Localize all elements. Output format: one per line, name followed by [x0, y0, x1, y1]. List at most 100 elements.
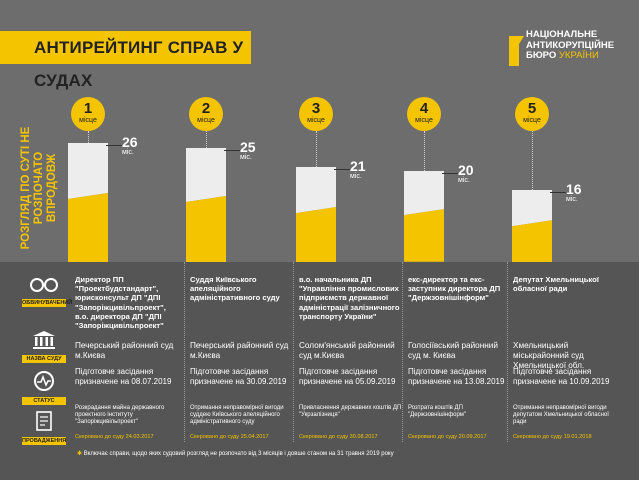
case-description: Отримання неправомірної вигоди депутатом…: [513, 405, 609, 425]
value-number: 26: [122, 134, 138, 150]
sent-to-court-date: Скеровано до суду 20.09.2017: [408, 434, 487, 440]
value-unit: міс.: [350, 172, 362, 180]
defendant-position: в.о. начальника ДП "Управління промислов…: [299, 275, 400, 321]
court-name: Солом'янський районний суд м.Києва: [299, 341, 395, 360]
footnote-star-icon: ✱: [77, 451, 83, 457]
connector-line: [532, 131, 533, 190]
place-badge-2: 2 місце: [189, 97, 223, 131]
place-label: місце: [415, 117, 433, 124]
logo-text: НАЦІОНАЛЬНЕ АНТИКОРУПЦІЙНЕ БЮРО УКРАЇНИ: [526, 29, 615, 62]
bar-elapsed-part: [68, 143, 108, 199]
legend-status: СТАТУС: [22, 370, 66, 405]
bar-case-5: [512, 190, 552, 262]
value-label-5: 16 міс.: [566, 182, 582, 204]
case-description: Розтрата коштів ДП "Держзовнішінформ": [408, 405, 467, 418]
logo-line-3: БЮРО УКРАЇНИ: [526, 50, 614, 62]
legend-court-label: НАЗВА СУДУ: [22, 355, 66, 363]
connector-line: [206, 131, 207, 148]
footnote: ✱ Включає справи, щодо яких судовий розг…: [77, 450, 394, 457]
bar-elapsed-part: [186, 147, 226, 202]
document-icon: [36, 411, 52, 431]
legend-person: ОБВИНУВАЧЕНИЙ: [22, 276, 72, 307]
logo-line-3a: БЮРО: [526, 50, 559, 61]
column-separator: [402, 262, 403, 442]
bar-base-part: [296, 206, 336, 262]
case-status: Підготовче засідання призначене на 10.09…: [513, 367, 610, 386]
bar-elapsed-part: [404, 171, 444, 216]
case-description: Отримання неправомірної вигоди суддею Ки…: [190, 405, 284, 425]
logo-line-2: АНТИКОРУПЦІЙНЕ: [526, 39, 615, 51]
bar-case-2: [186, 147, 226, 262]
place-badge-1: 1 місце: [71, 97, 105, 131]
connector-line: [316, 131, 317, 167]
case-column-5: Депутат Хмельницької обласної ради Хмельн…: [513, 275, 613, 443]
case-status: Підготовче засідання призначене на 30.09…: [190, 367, 287, 386]
value-pointer: [224, 149, 240, 151]
case-status: Підготовче засідання призначене на 08.07…: [75, 367, 172, 386]
court-name: Хмельницький міськрайонний суд Хмельниць…: [513, 341, 585, 370]
logo-line-3b: УКРАЇНИ: [558, 50, 599, 61]
place-label: місце: [197, 117, 215, 124]
place-badge-5: 5 місце: [515, 97, 549, 131]
place-number: 3: [311, 100, 321, 117]
vertical-axis-label: РОЗГЛЯД ПО СУТІ НЕ РОЗПОЧАТО ВПРОДОВЖ: [20, 126, 58, 250]
title-bar: АНТИРЕЙТИНГ СПРАВ У СУДАХ: [0, 31, 251, 90]
place-label: місце: [523, 117, 541, 124]
case-column-3: в.о. начальника ДП "Управління промислов…: [299, 275, 401, 443]
nabu-logo-icon: [509, 36, 524, 66]
bar-base-part: [68, 192, 108, 262]
column-separator: [507, 262, 508, 442]
sent-to-court-date: Скеровано до суду 25.04.2017: [190, 434, 269, 440]
bar-case-1: [68, 143, 108, 262]
place-number: 4: [419, 100, 429, 117]
page-title: АНТИРЕЙТИНГ СПРАВ У СУДАХ: [34, 38, 244, 90]
case-status: Підготовче засідання призначене на 05.09…: [299, 367, 396, 386]
value-number: 16: [566, 181, 582, 197]
case-status: Підготовче засідання призначене на 13.08…: [408, 367, 505, 386]
value-label-1: 26 міс.: [122, 135, 138, 157]
pulse-icon: [34, 371, 54, 391]
sent-to-court-date: Скеровано до суду 19.01.2018: [513, 434, 592, 440]
place-label: місце: [79, 117, 97, 124]
value-unit: міс.: [240, 153, 252, 161]
place-label: місце: [307, 117, 325, 124]
bar-case-4: [404, 171, 444, 262]
defendant-position: Депутат Хмельницької обласної ради: [513, 275, 599, 294]
court-name: Печерський районний суд м.Києва: [75, 341, 174, 360]
bar-base-part: [186, 195, 226, 262]
value-number: 21: [350, 157, 366, 174]
column-separator: [293, 262, 294, 442]
connector-line: [424, 131, 425, 172]
value-unit: міс.: [458, 177, 470, 185]
bar-elapsed-part: [296, 166, 336, 213]
case-description: Привласнення державних коштів ДП "Укрзал…: [299, 405, 402, 418]
sent-to-court-date: Скеровано до суду 30.08.2017: [299, 434, 378, 440]
value-number: 25: [240, 138, 256, 155]
value-unit: міс.: [122, 149, 134, 156]
logo-line-1: НАЦІОНАЛЬНЕ: [526, 29, 598, 40]
case-column-4: екс-директор та екс-заступник директора …: [408, 275, 508, 443]
defendant-position: Директор ПП "Проектбудстандарт", юрискон…: [75, 275, 166, 331]
value-pointer: [334, 168, 350, 170]
courthouse-icon: [33, 331, 55, 349]
value-pointer: [442, 173, 458, 175]
value-pointer: [550, 192, 566, 193]
footnote-text: Включає справи, щодо яких судовий розгля…: [83, 451, 394, 457]
bar-case-3: [296, 166, 336, 262]
place-badge-4: 4 місце: [407, 97, 441, 131]
case-column-2: Суддя Київського апеляційного адміністра…: [190, 275, 290, 443]
handcuffs-icon: [30, 278, 58, 292]
bar-base-part: [512, 220, 552, 262]
defendant-position: Суддя Київського апеляційного адміністра…: [190, 275, 280, 303]
case-column-1: Директор ПП "Проектбудстандарт", юрискон…: [75, 275, 175, 443]
bar-base-part: [404, 209, 444, 262]
connector-line: [88, 131, 89, 143]
legend-court: НАЗВА СУДУ: [22, 330, 66, 363]
bottom-panel: [0, 262, 639, 480]
value-pointer: [106, 145, 122, 146]
place-number: 5: [527, 100, 537, 117]
bar-elapsed-part: [512, 190, 552, 227]
place-number: 2: [201, 100, 211, 117]
place-badge-3: 3 місце: [299, 97, 333, 131]
value-label-2: 25 міс.: [240, 140, 256, 162]
